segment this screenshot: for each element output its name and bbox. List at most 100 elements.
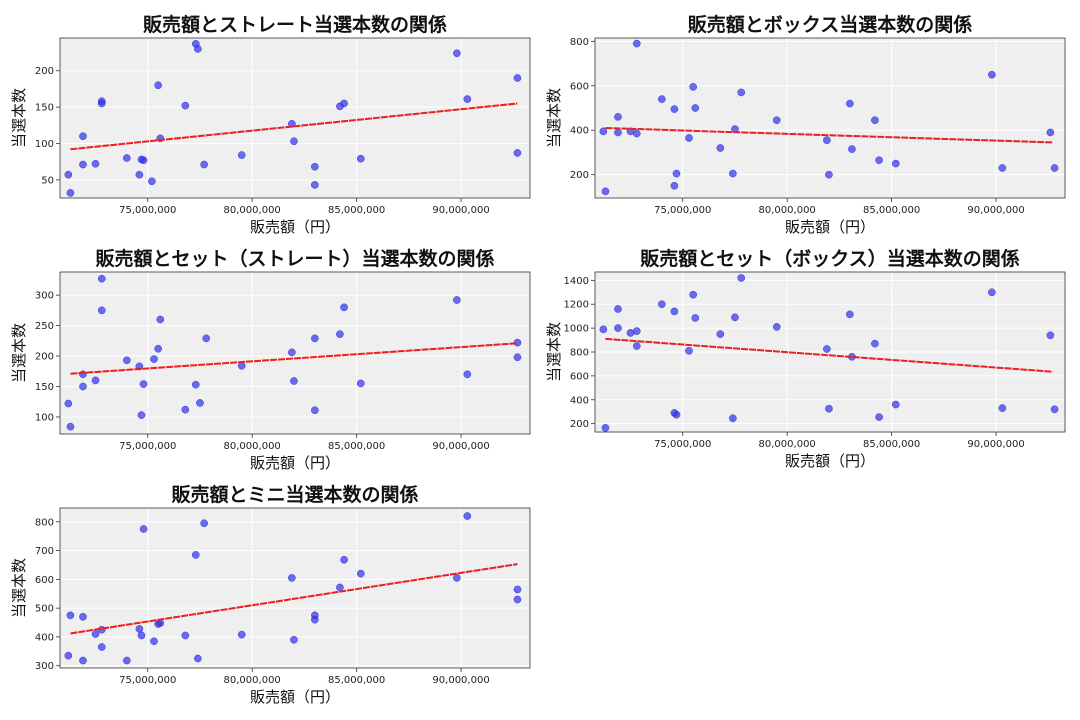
data-point — [1046, 128, 1055, 137]
trend-line — [605, 337, 1053, 373]
data-point — [139, 380, 148, 388]
chart-title: 販売額とセット（ボックス）当選本数の関係 — [640, 247, 1019, 270]
chart-panel-5: 75,000,000 80,000,000 85,000,000 90,000,000… — [10, 483, 531, 706]
chart-title: 販売額とボックス当選本数の関係 — [688, 13, 972, 36]
y-tick-label: 600 — [35, 575, 54, 586]
trend-line — [605, 127, 1053, 144]
data-point — [154, 344, 162, 353]
y-tick-label: 300 — [35, 661, 54, 672]
data-point — [599, 325, 608, 334]
chart-panel-3: 75,000,000 80,000,000 85,000,000 90,000,000… — [10, 247, 531, 472]
data-point — [614, 324, 622, 332]
x-tick-label: 90,000,000 — [967, 439, 1024, 450]
y-tick-label: 50 — [41, 175, 54, 186]
data-point — [737, 88, 746, 97]
data-point — [658, 95, 666, 103]
y-tick-label: 200 — [35, 352, 54, 363]
data-point — [340, 99, 348, 108]
y-axis-label: 当選本数 — [545, 322, 563, 382]
data-point — [237, 630, 246, 639]
data-point — [513, 149, 522, 157]
data-point — [194, 654, 202, 663]
data-point — [290, 137, 298, 146]
data-point — [691, 104, 700, 112]
data-point — [823, 136, 831, 145]
data-point — [729, 414, 737, 423]
data-point — [626, 329, 635, 337]
x-axis-label: 販売額（円） — [785, 218, 875, 236]
plot-area — [60, 38, 530, 198]
data-point — [194, 45, 202, 53]
data-point — [181, 101, 190, 110]
data-point — [66, 611, 75, 620]
data-point — [290, 635, 298, 644]
plot-frame — [59, 507, 531, 669]
x-axis-label: 販売額（円） — [250, 688, 340, 706]
data-point — [632, 342, 641, 350]
y-tick-label: 400 — [35, 632, 54, 643]
data-point — [200, 160, 208, 169]
data-point — [340, 555, 348, 564]
data-point — [97, 643, 106, 651]
data-point — [632, 39, 641, 48]
plot-area — [60, 508, 530, 668]
data-point — [892, 400, 900, 409]
data-point — [154, 81, 162, 90]
data-point — [632, 129, 641, 138]
data-point — [139, 525, 148, 533]
data-point — [311, 615, 319, 624]
y-tick-label: 150 — [35, 382, 54, 393]
data-point — [846, 99, 854, 108]
data-point — [181, 631, 190, 640]
x-tick-label: 85,000,000 — [328, 441, 385, 452]
data-point — [691, 314, 700, 322]
data-point — [135, 170, 144, 179]
data-point — [340, 303, 348, 312]
data-point — [670, 307, 679, 316]
y-tick-label: 150 — [35, 103, 54, 114]
chart-title: 販売額とミニ当選本数の関係 — [171, 483, 418, 506]
x-tick-label: 85,000,000 — [863, 439, 920, 450]
x-tick-label: 85,000,000 — [328, 675, 385, 686]
y-tick-label: 100 — [35, 139, 54, 150]
data-point — [79, 382, 87, 391]
data-point — [846, 310, 854, 319]
data-point — [97, 99, 106, 108]
data-point — [181, 405, 190, 414]
y-tick-label: 200 — [570, 419, 589, 430]
y-tick-label: 600 — [570, 81, 589, 92]
data-point — [875, 413, 883, 421]
trend-line — [70, 102, 518, 151]
data-point — [150, 355, 158, 363]
data-point — [601, 187, 610, 196]
data-point — [453, 296, 461, 304]
y-axis-label: 当選本数 — [10, 558, 28, 618]
x-tick-label: 75,000,000 — [119, 441, 176, 452]
data-point — [237, 151, 246, 159]
data-point — [823, 345, 831, 353]
data-point — [871, 339, 879, 348]
data-point — [1050, 405, 1059, 414]
data-point — [237, 361, 246, 370]
data-point — [463, 95, 472, 103]
data-point — [196, 399, 204, 407]
data-point — [716, 330, 725, 338]
x-tick-label: 75,000,000 — [654, 439, 711, 450]
data-point — [311, 406, 319, 415]
data-point — [672, 410, 681, 419]
data-point — [123, 656, 131, 665]
y-tick-label: 600 — [570, 371, 589, 382]
y-tick-label: 800 — [570, 348, 589, 359]
y-tick-label: 250 — [35, 321, 54, 332]
y-tick-label: 400 — [570, 126, 589, 137]
data-point — [97, 274, 106, 283]
data-point — [998, 164, 1007, 172]
data-point — [311, 334, 319, 343]
data-point — [135, 625, 144, 633]
x-tick-label: 80,000,000 — [759, 205, 816, 216]
data-point — [685, 134, 693, 142]
data-point — [513, 595, 522, 604]
y-tick-label: 200 — [570, 170, 589, 181]
data-point — [66, 422, 75, 431]
